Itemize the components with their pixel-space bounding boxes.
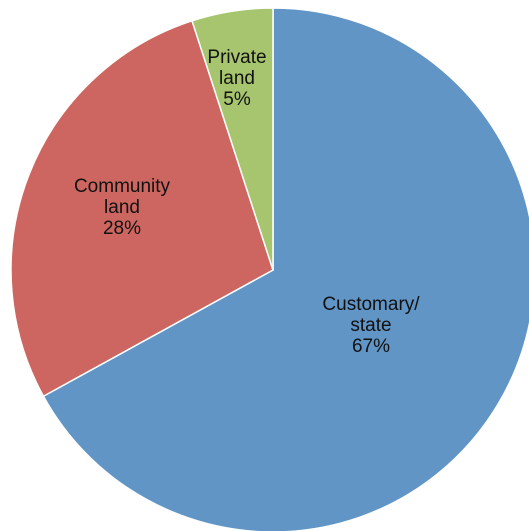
pie-slice-2	[191, 7, 274, 271]
slice-value-label-1: 28%	[103, 218, 141, 239]
slice-label-1: Community land 28%	[74, 176, 171, 239]
slice-label-2: Private land 5%	[207, 47, 266, 110]
slice-name-line-0-1: state	[350, 315, 391, 336]
slice-value-label-2: 5%	[223, 89, 251, 110]
pie-slices	[10, 7, 529, 531]
pie-labels: Customary/state 67%Community land 28%Privat…	[74, 47, 420, 357]
slice-label-0: Customary/state 67%	[322, 294, 420, 357]
slice-name-line-0-0: Customary/	[322, 294, 420, 315]
slice-name-line-1-1: land	[104, 197, 140, 218]
slice-name-line-1-0: Community	[74, 176, 171, 197]
pie-slice-1	[10, 19, 274, 398]
slice-name-line-2-1: land	[219, 68, 255, 89]
slice-name-line-2-0: Private	[207, 47, 266, 68]
pie-slice-0	[42, 7, 529, 531]
slice-value-label-0: 67%	[352, 336, 390, 357]
